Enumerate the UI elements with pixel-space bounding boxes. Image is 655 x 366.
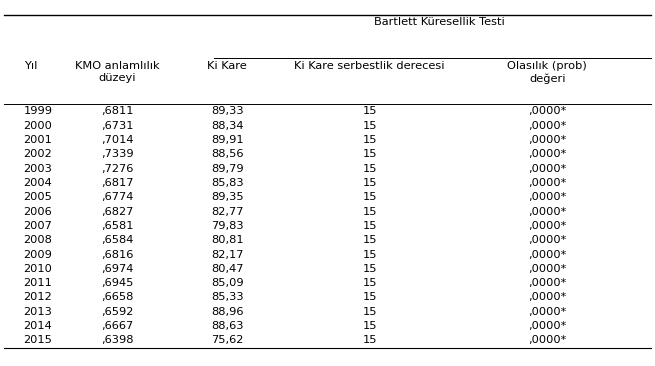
Text: 89,79: 89,79 [211,164,244,174]
Text: ,0000*: ,0000* [528,321,567,331]
Text: 80,81: 80,81 [211,235,244,245]
Text: 85,09: 85,09 [211,278,244,288]
Text: 15: 15 [362,149,377,159]
Text: ,0000*: ,0000* [528,107,567,116]
Text: 2004: 2004 [24,178,52,188]
Text: ,0000*: ,0000* [528,278,567,288]
Text: 88,56: 88,56 [211,149,244,159]
Text: 15: 15 [362,135,377,145]
Text: ,7339: ,7339 [101,149,134,159]
Text: 79,83: 79,83 [211,221,244,231]
Text: ,0000*: ,0000* [528,121,567,131]
Text: ,7014: ,7014 [101,135,134,145]
Text: ,6581: ,6581 [101,221,134,231]
Text: ,0000*: ,0000* [528,264,567,274]
Text: ,6811: ,6811 [101,107,134,116]
Text: ,0000*: ,0000* [528,178,567,188]
Text: 2006: 2006 [24,207,52,217]
Text: 15: 15 [362,207,377,217]
Text: 15: 15 [362,164,377,174]
Text: ,0000*: ,0000* [528,292,567,302]
Text: 15: 15 [362,178,377,188]
Text: 15: 15 [362,221,377,231]
Text: 89,35: 89,35 [211,192,244,202]
Text: 2001: 2001 [24,135,52,145]
Text: 15: 15 [362,335,377,346]
Text: 2009: 2009 [24,250,52,259]
Text: ,7276: ,7276 [101,164,134,174]
Text: 88,63: 88,63 [211,321,244,331]
Text: ,6584: ,6584 [101,235,134,245]
Text: ,6827: ,6827 [101,207,134,217]
Text: KMO anlamlılık
düzeyi: KMO anlamlılık düzeyi [75,61,160,83]
Text: ,6774: ,6774 [101,192,134,202]
Text: ,0000*: ,0000* [528,149,567,159]
Text: 15: 15 [362,264,377,274]
Text: 2002: 2002 [24,149,52,159]
Text: 2010: 2010 [24,264,52,274]
Text: 15: 15 [362,292,377,302]
Text: 89,91: 89,91 [211,135,244,145]
Text: Olasılık (prob)
değeri: Olasılık (prob) değeri [508,61,588,83]
Text: Ki Kare: Ki Kare [208,61,247,71]
Text: 75,62: 75,62 [211,335,244,346]
Text: 15: 15 [362,307,377,317]
Text: 88,34: 88,34 [211,121,244,131]
Text: ,6945: ,6945 [101,278,134,288]
Text: 89,33: 89,33 [211,107,244,116]
Text: 88,96: 88,96 [211,307,244,317]
Text: 15: 15 [362,250,377,259]
Text: 85,33: 85,33 [211,292,244,302]
Text: ,0000*: ,0000* [528,250,567,259]
Text: 15: 15 [362,107,377,116]
Text: Bartlett Küresellik Testi: Bartlett Küresellik Testi [373,17,504,27]
Text: ,0000*: ,0000* [528,135,567,145]
Text: 2012: 2012 [24,292,52,302]
Text: 2013: 2013 [24,307,52,317]
Text: ,6974: ,6974 [101,264,134,274]
Text: 2007: 2007 [24,221,52,231]
Text: ,0000*: ,0000* [528,192,567,202]
Text: ,0000*: ,0000* [528,164,567,174]
Text: 2005: 2005 [24,192,52,202]
Text: 2014: 2014 [24,321,52,331]
Text: 15: 15 [362,278,377,288]
Text: ,6398: ,6398 [101,335,134,346]
Text: ,0000*: ,0000* [528,221,567,231]
Text: ,0000*: ,0000* [528,335,567,346]
Text: Yıl: Yıl [24,61,37,71]
Text: 82,77: 82,77 [211,207,244,217]
Text: 15: 15 [362,235,377,245]
Text: ,0000*: ,0000* [528,307,567,317]
Text: Ki Kare serbestlik derecesi: Ki Kare serbestlik derecesi [294,61,445,71]
Text: 82,17: 82,17 [211,250,244,259]
Text: ,6658: ,6658 [101,292,134,302]
Text: ,6816: ,6816 [101,250,134,259]
Text: 2003: 2003 [24,164,52,174]
Text: 15: 15 [362,192,377,202]
Text: ,0000*: ,0000* [528,207,567,217]
Text: 2015: 2015 [24,335,52,346]
Text: ,6817: ,6817 [101,178,134,188]
Text: 2008: 2008 [24,235,52,245]
Text: 15: 15 [362,321,377,331]
Text: ,6667: ,6667 [102,321,134,331]
Text: 85,83: 85,83 [211,178,244,188]
Text: 2000: 2000 [24,121,52,131]
Text: 15: 15 [362,121,377,131]
Text: 2011: 2011 [24,278,52,288]
Text: ,6592: ,6592 [101,307,134,317]
Text: ,6731: ,6731 [101,121,134,131]
Text: 80,47: 80,47 [211,264,244,274]
Text: ,0000*: ,0000* [528,235,567,245]
Text: 1999: 1999 [24,107,52,116]
